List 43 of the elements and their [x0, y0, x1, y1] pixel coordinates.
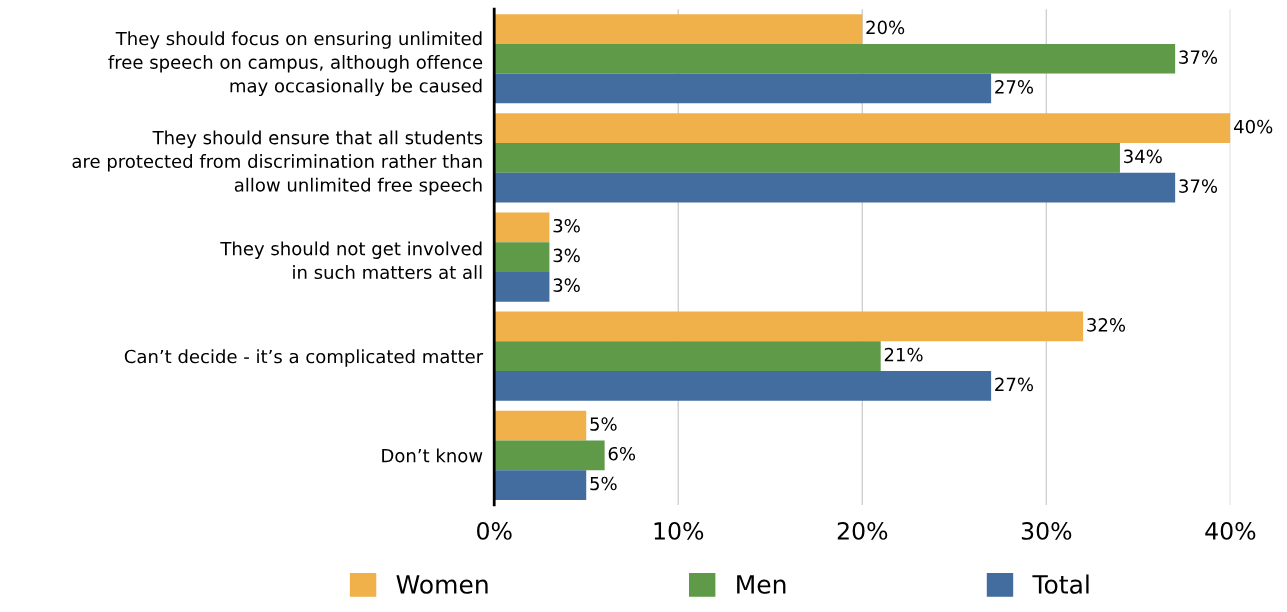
data-label: 20%	[866, 20, 905, 35]
data-label: 27%	[995, 377, 1034, 392]
legend-label: Women	[396, 575, 488, 594]
bar	[494, 143, 1120, 173]
x-tick-label: 0%	[477, 521, 512, 540]
bar	[494, 311, 1084, 342]
bar	[494, 73, 992, 104]
bar	[494, 242, 550, 272]
bar	[494, 410, 587, 441]
data-label: 21%	[884, 347, 923, 362]
data-label: 3%	[553, 248, 580, 263]
data-label: 3%	[553, 278, 580, 293]
bar	[494, 371, 992, 401]
data-label: 32%	[1087, 318, 1126, 332]
data-label: 5%	[590, 476, 617, 491]
legend-label: Men	[737, 575, 786, 594]
data-label: 37%	[1179, 50, 1218, 64]
data-label: 5%	[590, 417, 617, 431]
bar	[494, 212, 550, 243]
data-label: 27%	[995, 80, 1034, 94]
bar	[494, 341, 881, 372]
bar	[494, 470, 587, 500]
bar	[494, 271, 550, 302]
x-tick-label: 40%	[1205, 521, 1256, 540]
y-tick-label: Don’t know	[382, 448, 483, 463]
bar	[494, 43, 1176, 74]
data-label: 34%	[1124, 149, 1162, 164]
bar	[494, 440, 605, 471]
y-tick-label: They should focus on ensuring unlimited free speech on campus, although offence may occasionally be caused	[108, 31, 483, 97]
bar	[494, 113, 1231, 144]
y-tick-label: They should ensure that all students are protected from discrimination rather than allow unlimited free speech	[72, 130, 483, 196]
bar	[494, 172, 1176, 203]
y-tick-label: They should not get involved in such matters at all	[220, 241, 482, 280]
data-label: 6%	[608, 446, 636, 461]
x-tick-label: 30%	[1021, 521, 1072, 540]
data-label: 37%	[1179, 179, 1218, 193]
data-label: 40%	[1234, 119, 1273, 134]
legend-label: Total	[1032, 574, 1089, 594]
x-tick-label: 10%	[654, 521, 704, 540]
y-tick-label: Can’t decide - it’s a complicated matter	[124, 349, 484, 367]
bar	[494, 14, 863, 44]
x-tick-label: 20%	[837, 521, 888, 540]
data-label: 3%	[553, 218, 580, 233]
